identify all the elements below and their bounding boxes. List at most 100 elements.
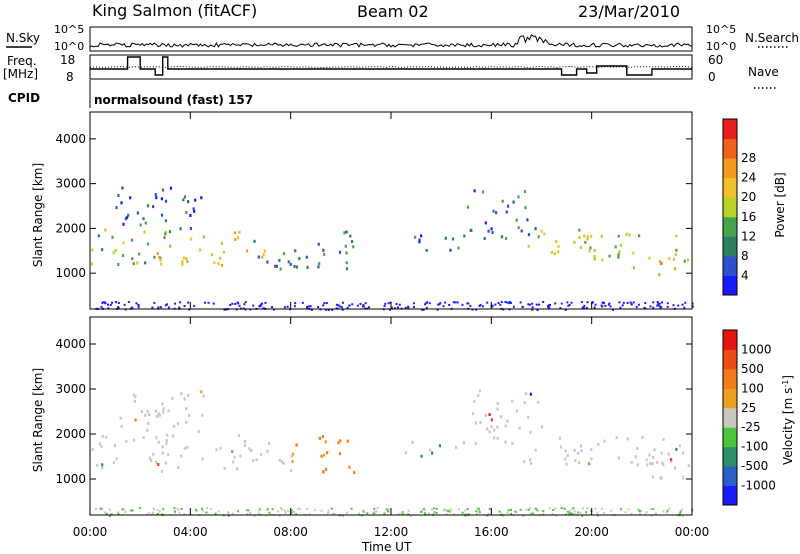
velocity-cell	[580, 448, 583, 452]
velocity-ylabel: Slant Range [km]	[31, 368, 45, 472]
velocity-ground-cell	[569, 512, 572, 515]
velocity-ground-cell	[579, 511, 582, 514]
velocity-ground-cell	[506, 511, 509, 514]
power-cell	[470, 228, 473, 232]
power-ground-cell	[322, 304, 325, 307]
velocity-cell	[564, 457, 567, 461]
power-cell	[115, 206, 118, 210]
power-ground-cell	[242, 307, 245, 310]
velocity-cell	[530, 461, 533, 465]
velocity-ground-cell	[444, 508, 447, 511]
velocity-ground-cell	[265, 514, 268, 517]
velocity-ground-cell	[432, 512, 435, 515]
velocity-cell	[134, 418, 137, 422]
power-ground-cell	[110, 301, 113, 304]
velocity-cell	[573, 448, 576, 452]
power-ground-cell	[104, 301, 107, 304]
power-cell	[481, 190, 485, 194]
power-cell	[317, 265, 320, 269]
velocity-ground-cell	[447, 509, 450, 512]
velocity-cell	[125, 439, 128, 443]
velocity-cell	[239, 454, 242, 458]
power-cell	[131, 238, 134, 242]
velocity-ground-cell	[162, 508, 165, 511]
velocity-cell	[337, 441, 340, 445]
power-cell	[220, 241, 224, 245]
velocity-ground-cell	[131, 509, 134, 512]
velocity-cell	[243, 443, 247, 447]
velocity-ground-cell	[227, 513, 230, 516]
power-cell	[181, 262, 184, 266]
power-cell	[345, 230, 348, 234]
velocity-ground-cell	[435, 511, 438, 514]
velocity-cell	[140, 410, 144, 414]
velocity-ground-cell	[279, 507, 282, 510]
power-cell	[289, 262, 292, 266]
power-cell	[618, 250, 621, 254]
power-ground-cell	[566, 301, 569, 304]
velocity-cell	[219, 446, 222, 450]
velocity-ground-cell	[525, 508, 528, 511]
velocity-ground-cell	[333, 513, 336, 516]
power-cell	[617, 252, 620, 256]
velocity-cell	[318, 436, 322, 440]
power-ground-cell	[348, 304, 351, 307]
power-ground-cell	[635, 306, 638, 309]
power-cell	[323, 252, 326, 256]
power-cell	[534, 227, 537, 231]
power-ground-cell	[601, 301, 604, 304]
power-ground-cell	[398, 303, 401, 306]
velocity-ground-cell	[510, 512, 513, 515]
velocity-ground-cell	[258, 509, 261, 512]
velocity-ground-cell	[177, 508, 180, 511]
power-ground-cell	[422, 308, 425, 311]
velocity-cell	[484, 414, 487, 418]
velocity-cell	[164, 461, 167, 465]
velocity-cell	[574, 459, 577, 463]
velocity-cell	[250, 448, 253, 452]
nsearch-tick-bottom: 10^0	[706, 40, 736, 53]
power-cell	[593, 256, 596, 260]
velocity-ytick-label: 2000	[55, 427, 86, 441]
velocity-ground-cell	[566, 510, 569, 513]
power-ground-cell	[204, 301, 207, 304]
power-ground-cell	[335, 303, 338, 306]
power-ground-cell	[346, 306, 349, 309]
velocity-cell	[326, 451, 329, 455]
velocity-ground-cell	[582, 507, 585, 510]
power-ground-cell	[497, 302, 500, 305]
velocity-ground-cell	[619, 507, 622, 510]
velocity-ground-cell	[363, 510, 366, 513]
velocity-ground-cell	[498, 510, 501, 513]
x-tick-label: 20:00	[574, 525, 609, 539]
power-ground-cell	[548, 306, 551, 309]
power-cell	[154, 193, 157, 197]
power-ground-cell	[568, 303, 571, 306]
power-ground-cell	[407, 305, 410, 308]
power-cell	[553, 252, 556, 256]
velocity-ground-cell	[268, 511, 271, 514]
velocity-ground-cell	[627, 508, 630, 511]
nsearch-tick-top: 10^5	[706, 23, 736, 36]
power-cell	[550, 250, 553, 254]
velocity-cell	[529, 430, 532, 434]
power-ytick-label: 2000	[55, 221, 86, 235]
power-ground-cell	[510, 301, 513, 304]
power-cell	[505, 236, 508, 240]
velocity-ground-cell	[409, 514, 412, 517]
velocity-cell	[455, 445, 458, 449]
velocity-cell	[661, 461, 664, 465]
velocity-ground-cell	[680, 508, 683, 511]
velocity-cell	[150, 458, 153, 462]
velocity-cell	[523, 460, 526, 464]
power-ground-cell	[601, 305, 604, 308]
power-ground-cell	[560, 302, 563, 305]
power-colorbar-tick: 24	[741, 171, 756, 185]
power-ground-cell	[174, 302, 177, 305]
power-cell	[237, 236, 240, 240]
power-cell	[185, 210, 188, 214]
velocity-ground-cell	[366, 512, 369, 515]
velocity-cell	[524, 392, 528, 396]
power-ytick-label: 1000	[55, 266, 86, 280]
power-cell	[520, 229, 523, 233]
